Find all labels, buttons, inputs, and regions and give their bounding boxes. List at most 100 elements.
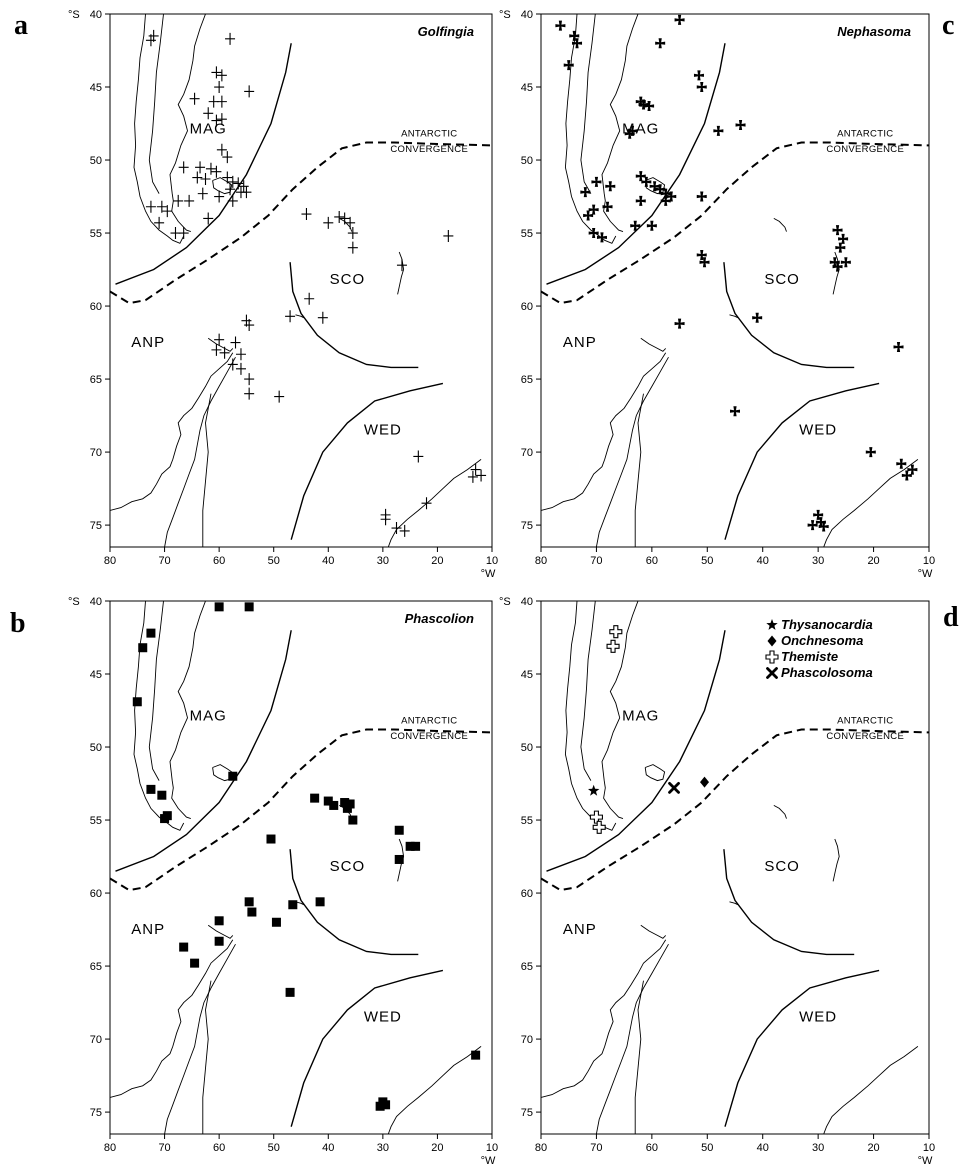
lat-tick-label: 50 xyxy=(521,155,533,167)
coastline xyxy=(832,838,840,882)
lon-tick-label: 40 xyxy=(322,555,334,567)
convergence-label: CONVERGENCE xyxy=(826,144,904,155)
plus-marker xyxy=(467,470,478,483)
occurrence-points xyxy=(132,602,481,1111)
plus-marker xyxy=(211,165,222,178)
cross-marker xyxy=(588,228,599,239)
coastline xyxy=(541,352,667,511)
panel-letter-a: a xyxy=(14,10,28,41)
plus-marker xyxy=(203,212,214,225)
cross-marker xyxy=(630,220,641,231)
cross-marker xyxy=(605,181,616,192)
plus-marker xyxy=(227,194,238,207)
lat-unit-label: °S xyxy=(499,596,511,608)
lat-tick-label: 40 xyxy=(521,9,533,21)
cross-marker xyxy=(583,210,594,221)
occurrence-points xyxy=(145,29,487,537)
coastline xyxy=(601,14,639,233)
cross-marker xyxy=(649,181,660,192)
map-frame xyxy=(109,13,493,548)
coastline xyxy=(773,805,787,819)
region-label-mag: MAG xyxy=(190,121,227,138)
map-content xyxy=(541,14,929,547)
coastline xyxy=(601,601,639,820)
map-content xyxy=(110,14,492,547)
coastline xyxy=(640,924,667,939)
plus-marker xyxy=(227,358,238,371)
plus-marker xyxy=(189,92,200,105)
cross-marker xyxy=(901,470,912,481)
lat-tick-label: 70 xyxy=(521,1034,533,1046)
plus-marker xyxy=(154,216,165,229)
region-boundary xyxy=(115,630,292,872)
convergence-label: CONVERGENCE xyxy=(390,144,468,155)
square-marker xyxy=(160,814,170,824)
coastline xyxy=(202,980,212,1134)
coastline xyxy=(634,980,644,1134)
plus-marker xyxy=(443,229,454,242)
coastline xyxy=(634,393,644,547)
coastline xyxy=(729,314,739,319)
square-marker xyxy=(405,841,415,851)
plus-marker xyxy=(304,292,315,305)
coastline xyxy=(580,601,596,781)
convergence-label: ANTARCTIC xyxy=(837,716,893,727)
lon-tick-label: 40 xyxy=(322,1142,334,1154)
coastline xyxy=(295,314,304,319)
coastline xyxy=(564,601,617,831)
coastline xyxy=(729,901,739,906)
plus-marker xyxy=(244,319,255,332)
square-marker xyxy=(244,897,254,907)
cross-marker xyxy=(696,249,707,260)
plus-marker xyxy=(244,387,255,400)
lon-tick-label: 20 xyxy=(867,555,879,567)
region-boundary xyxy=(723,849,855,956)
region-boundary xyxy=(289,849,419,956)
plus-marker xyxy=(334,210,345,223)
cross-marker xyxy=(832,261,843,272)
cross-marker xyxy=(835,242,846,253)
square-marker xyxy=(310,793,320,803)
square-marker xyxy=(394,825,404,835)
coastline xyxy=(823,459,919,547)
lon-tick-label: 60 xyxy=(213,1142,225,1154)
square-marker xyxy=(381,1100,391,1110)
region-label-wed: WED xyxy=(364,422,402,439)
plus-marker xyxy=(222,151,233,164)
cross-marker xyxy=(641,176,652,187)
plus-marker xyxy=(421,497,432,510)
coastline xyxy=(295,901,304,906)
lon-tick-label: 60 xyxy=(213,555,225,567)
square-marker xyxy=(146,628,156,638)
cross-marker xyxy=(865,447,876,458)
cross-marker xyxy=(635,195,646,206)
x-marker xyxy=(668,782,680,794)
plus-marker xyxy=(391,522,402,535)
plus-marker xyxy=(347,241,358,254)
plus-marker xyxy=(178,161,189,174)
coastline xyxy=(133,14,185,244)
square-marker xyxy=(214,602,224,612)
region-boundary xyxy=(290,382,444,540)
plus-marker xyxy=(216,143,227,156)
star-marker xyxy=(766,619,778,630)
plus-marker xyxy=(470,463,481,476)
region-boundary xyxy=(115,43,292,285)
plus-marker xyxy=(241,186,252,199)
lon-tick-label: 50 xyxy=(268,1142,280,1154)
lon-tick-label: 30 xyxy=(812,1142,824,1154)
coastline xyxy=(823,1046,919,1134)
cross-marker xyxy=(813,509,824,520)
plus-marker xyxy=(230,336,241,349)
cross-marker xyxy=(807,520,818,531)
plus-marker xyxy=(173,194,184,207)
square-marker xyxy=(411,841,421,851)
region-label-mag: MAG xyxy=(622,121,659,138)
square-marker xyxy=(288,900,298,910)
plus-marker xyxy=(225,32,236,45)
region-label-wed: WED xyxy=(799,422,837,439)
cross-marker xyxy=(655,184,666,195)
plus-marker xyxy=(345,216,356,229)
plus-marker xyxy=(145,200,156,213)
plus-marker xyxy=(222,171,233,184)
